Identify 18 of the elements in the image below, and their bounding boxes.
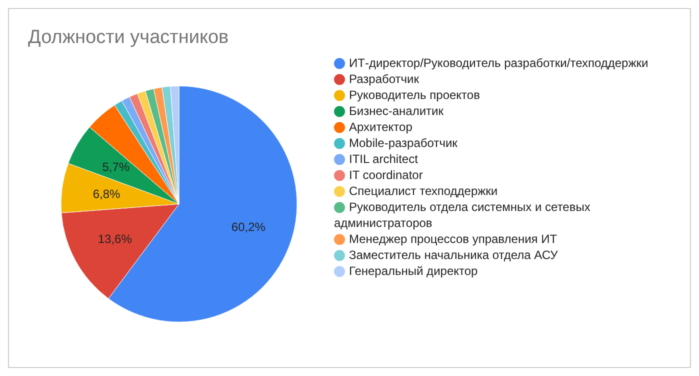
legend-label: Архитектор — [349, 120, 412, 134]
legend-label: ИТ-директор/Руководитель разработки/техподдержки — [349, 56, 648, 70]
chart-title: Должности участников — [28, 27, 229, 49]
legend-label: Бизнес-аналитик — [349, 104, 444, 118]
legend-label: Менеджер процессов управления ИТ — [349, 232, 558, 246]
legend-label: IT coordinator — [349, 168, 423, 182]
data-label: 60,2% — [231, 220, 266, 234]
legend-label: Генеральный директор — [349, 264, 478, 278]
data-label: 6,8% — [92, 186, 121, 201]
legend-label: Разработчик — [349, 72, 419, 86]
data-label: 13,6% — [98, 232, 132, 246]
legend-label: Руководитель проектов — [349, 88, 480, 102]
legend-label: Заместитель начальника отдела АСУ — [349, 248, 558, 262]
legend-label: ITIL architect — [349, 152, 418, 166]
legend-label: Mobile-разработчик — [349, 136, 458, 150]
data-label: 5,7% — [102, 160, 130, 174]
legend-label: Специалист техподдержки — [349, 184, 498, 198]
legend-label: Руководитель отдела системных и сетевых администраторов — [334, 200, 590, 230]
